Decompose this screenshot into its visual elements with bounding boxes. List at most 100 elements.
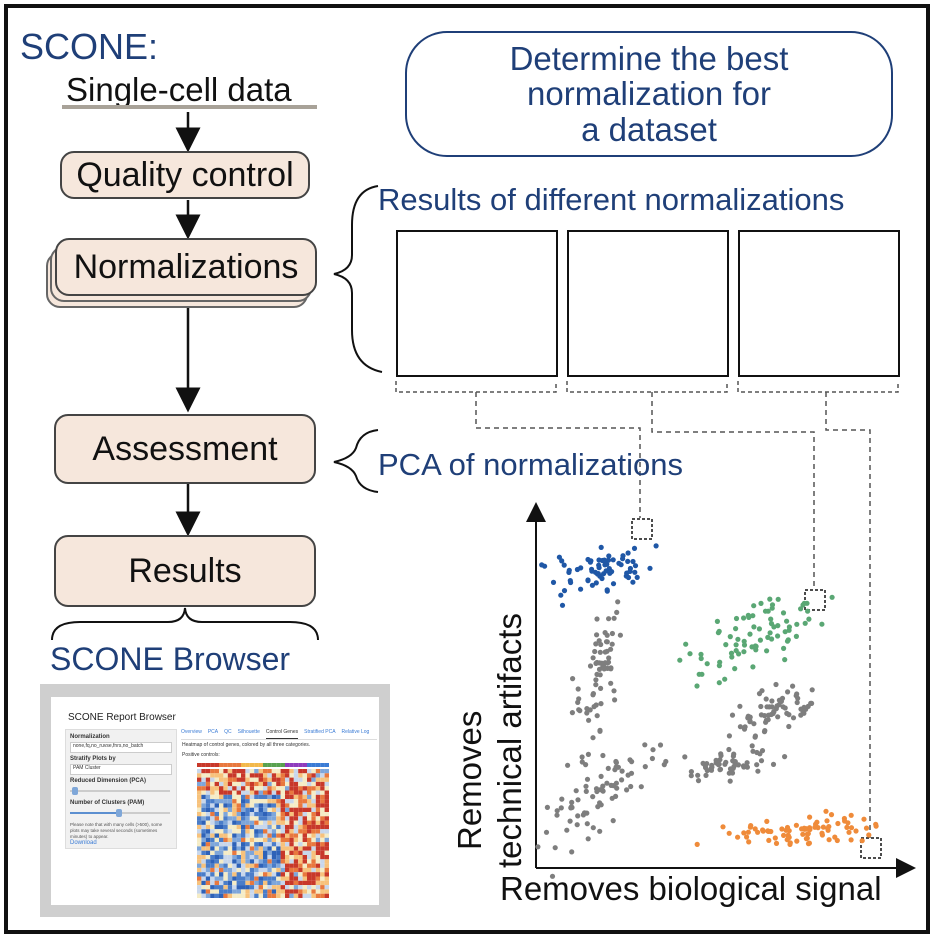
scatter-point <box>590 735 596 741</box>
scatter-point <box>606 553 612 559</box>
scatter-point <box>590 655 596 661</box>
heatmap-cell <box>280 820 285 825</box>
heatmap-cell <box>289 876 294 881</box>
heatmap-cell <box>249 829 255 834</box>
scatter-point <box>764 648 770 654</box>
heatmap-cell <box>241 855 246 860</box>
clusters-slider[interactable] <box>70 809 170 817</box>
heatmap-cell <box>298 842 303 847</box>
scatter-point <box>694 683 700 689</box>
heatmap-cell <box>201 824 206 830</box>
heatmap-cell <box>311 893 316 898</box>
heatmap-cell <box>298 803 303 808</box>
heatmap-cell <box>280 885 285 890</box>
normalization-select[interactable]: none,fq,no_ruvse,fnrs,no_batch <box>70 742 172 753</box>
heatmap-cell <box>293 867 299 873</box>
heatmap-cell <box>271 850 277 855</box>
heatmap-cell <box>219 846 224 851</box>
heatmap-cell <box>293 777 299 782</box>
scatter-point <box>741 830 747 836</box>
heatmap-cell <box>324 837 329 843</box>
heatmap-cell <box>254 893 259 898</box>
heatmap-cell <box>232 859 237 864</box>
browser-tab[interactable]: Overview <box>181 729 202 735</box>
scatter-point <box>590 794 596 800</box>
heatmap-cell <box>320 812 325 817</box>
browser-tab[interactable]: Silhouette <box>237 729 260 735</box>
heatmap-cell <box>263 855 268 860</box>
reduced-dim-slider[interactable] <box>70 787 170 795</box>
scatter-point <box>694 841 700 848</box>
heatmap-cell <box>254 820 259 825</box>
heatmap-cell <box>302 790 307 795</box>
heatmap-cell <box>311 824 316 830</box>
scatter-point <box>733 642 739 648</box>
heatmap-cell <box>307 833 312 838</box>
scatter-point <box>744 760 750 766</box>
heatmap-cell <box>298 885 303 890</box>
scatter-point <box>561 588 568 594</box>
heatmap-cell <box>302 880 307 886</box>
heatmap-cell <box>315 794 321 800</box>
heatmap-cell <box>241 769 246 774</box>
heatmap-cell <box>307 773 312 778</box>
scatter-point <box>583 788 589 795</box>
scatter-point <box>782 657 788 663</box>
scatter-point <box>751 721 757 727</box>
heatmap-cell <box>232 824 237 830</box>
heatmap-cell <box>241 872 246 877</box>
browser-tab[interactable]: PCA <box>207 729 219 735</box>
browser-tab[interactable]: Stratified PCA <box>304 729 336 735</box>
heatmap-caption: Heatmap of control genes, colored by all… <box>182 742 311 748</box>
scatter-point <box>704 767 710 774</box>
heatmap-cell <box>276 773 281 778</box>
heatmap-cell <box>214 790 219 795</box>
scatter-point <box>598 802 604 808</box>
browser-tab[interactable]: QC <box>224 729 232 735</box>
heatmap-cell <box>249 863 255 868</box>
scatter-point <box>800 831 806 837</box>
heatmap-cell <box>285 777 290 782</box>
heatmap-cell <box>223 863 228 868</box>
heatmap-cell <box>197 850 202 855</box>
stratify-select[interactable]: PAM Cluster <box>70 764 172 775</box>
scatter-point <box>782 705 788 711</box>
heatmap-cell <box>197 876 202 881</box>
heatmap-annotation-cell <box>271 763 277 767</box>
scatter-point <box>754 749 760 756</box>
heatmap-cell <box>276 893 281 898</box>
heatmap-cell <box>289 794 294 800</box>
browser-tab[interactable]: Relative Log <box>341 729 370 735</box>
heatmap-cell <box>285 790 290 795</box>
scatter-point <box>757 637 764 643</box>
heatmap-cell <box>223 855 228 860</box>
heatmap-cell <box>307 872 312 877</box>
heatmap-cell <box>307 786 312 791</box>
scatter-point <box>722 676 728 682</box>
heatmap-cell <box>280 790 285 795</box>
heatmap-cell <box>267 769 272 774</box>
heatmap-cell <box>307 777 312 782</box>
download-link[interactable]: Download <box>70 840 97 846</box>
heatmap-cell <box>210 876 215 881</box>
heatmap-cell <box>320 773 325 778</box>
heatmap-cell <box>285 885 290 890</box>
heatmap-cell <box>205 867 211 873</box>
heatmap-cell <box>324 781 329 787</box>
heatmap-cell <box>258 846 263 851</box>
scatter-point <box>631 545 638 552</box>
heatmap-cell <box>205 786 211 791</box>
heatmap-cell <box>241 867 246 873</box>
heatmap-cell <box>210 863 215 868</box>
browser-tab[interactable]: Control Genes <box>265 729 299 739</box>
heatmap-cell <box>311 855 316 860</box>
heatmap-cell <box>263 837 268 843</box>
heatmap-cell <box>285 820 290 825</box>
scatter-point <box>751 624 757 630</box>
heatmap-cell <box>210 885 215 890</box>
heatmap-cell <box>293 829 299 834</box>
heatmap-cell <box>197 803 202 808</box>
scatter-point <box>716 680 722 686</box>
heatmap-cell <box>285 781 290 787</box>
heatmap-cell <box>311 889 316 894</box>
